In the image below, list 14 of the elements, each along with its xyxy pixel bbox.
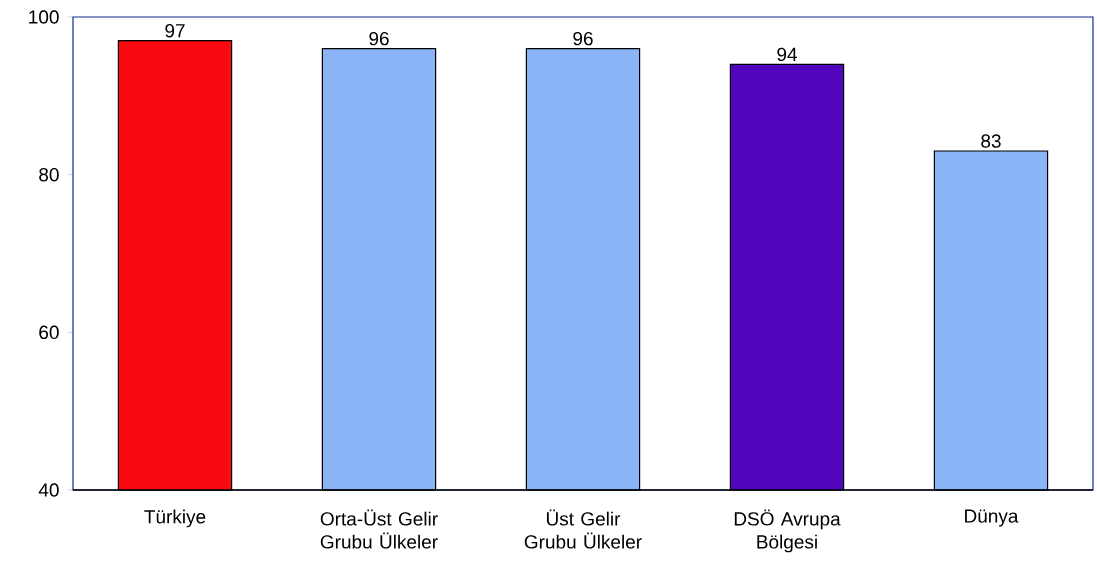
data-label: 94 [777, 47, 797, 62]
data-label: 96 [369, 31, 389, 46]
x-tick-label: Orta-Üst Gelir Grubu Ülkeler [320, 509, 438, 549]
x-tick-label: Türkiye [144, 509, 206, 528]
x-tick-label: Dünya [965, 509, 1019, 527]
data-label: 97 [165, 24, 185, 38]
data-label: 83 [981, 134, 1001, 148]
x-tick-label: DSÖ Avrupa Bölgesi [734, 509, 841, 553]
y-tick-label: 40 [38, 483, 59, 497]
y-tick-label: 100 [29, 10, 59, 24]
y-tick-label: 60 [39, 325, 59, 340]
data-label: 96 [573, 31, 593, 46]
x-tick-label: Üst Gelir Grubu Ülkeler [524, 509, 642, 549]
y-tick-label: 80 [39, 167, 59, 182]
